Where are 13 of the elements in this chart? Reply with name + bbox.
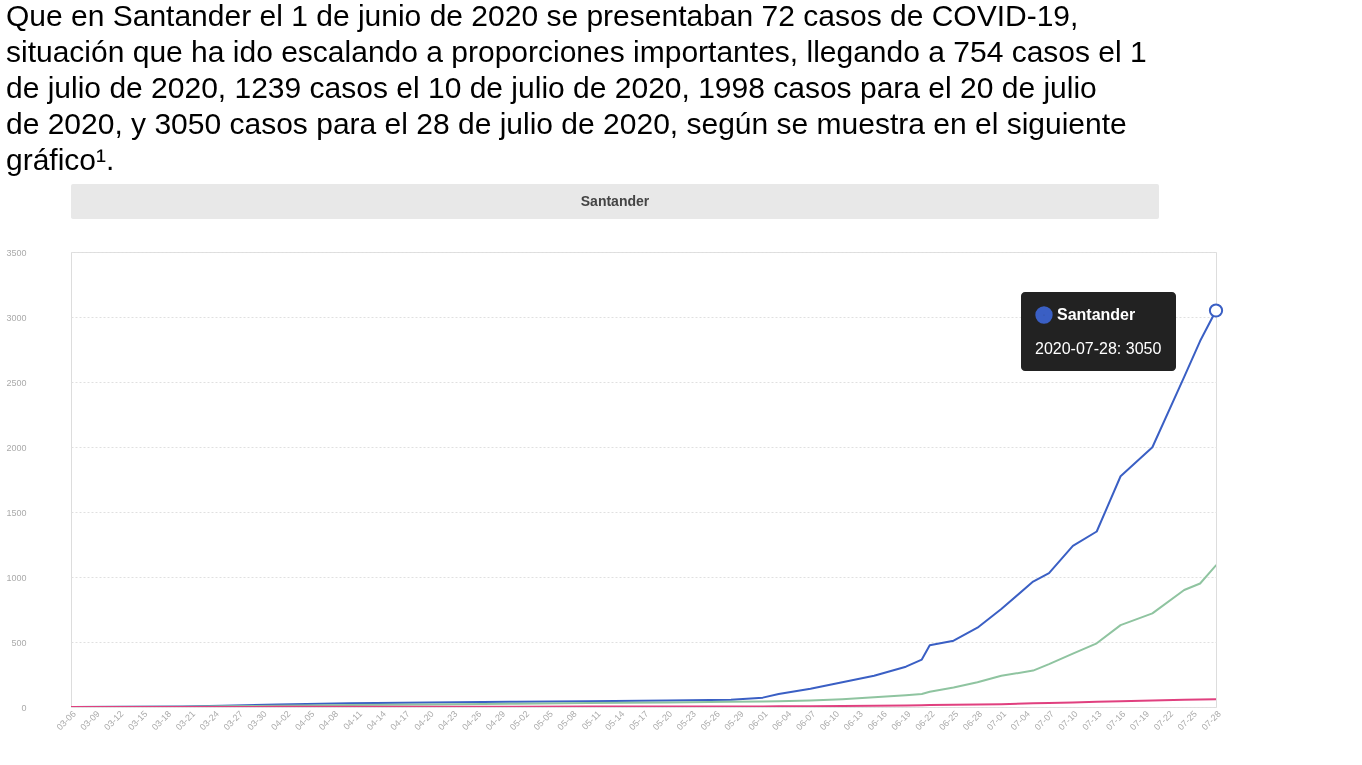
y-tick-label: 2000	[6, 442, 27, 453]
chart-subtitle: Santander	[580, 193, 650, 209]
annotation: 2020-07-28: 3050	[1035, 340, 1162, 357]
y-tick-label: 3500	[6, 247, 27, 258]
y-tick-label: 0	[21, 702, 27, 713]
line-series	[71, 698, 1216, 707]
y-tick-label: 2500	[6, 377, 27, 388]
chart-title: Que en Santander el 1 de junio de 2020 se presentaban 72 casos de COVID-19, situación que ha ido escalando a proporciones importantes, llegando a 754 casos el 1 de julio de 2020, 1239 casos el 10 de julio de 2020, 1998 casos para el 20 de julio de 2020, y 3050 casos para el 28 de julio de 2020, según se muestra en el siguiente gráfico¹.	[5, 0, 1147, 176]
y-tick-label: 1500	[6, 507, 27, 518]
y-tick-label: 1000	[6, 572, 27, 583]
y-tick-label: 3000	[6, 312, 27, 323]
y-tick-label: 500	[11, 637, 27, 648]
legend-label: Santander	[1057, 306, 1136, 323]
